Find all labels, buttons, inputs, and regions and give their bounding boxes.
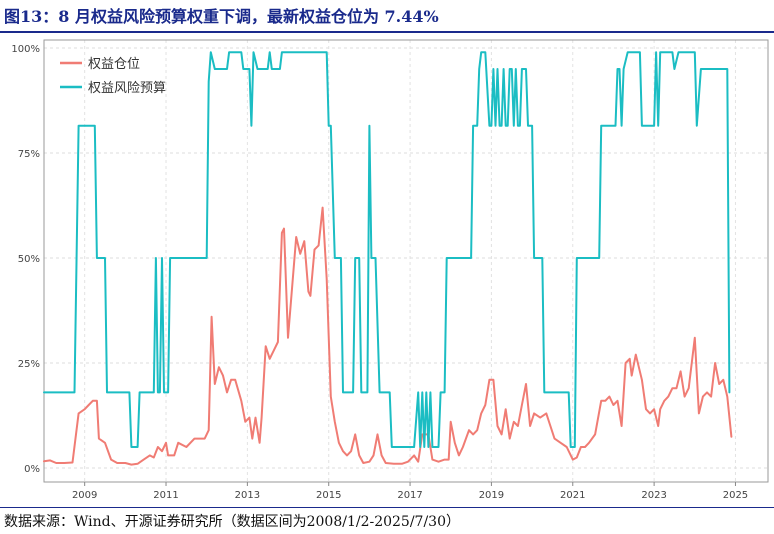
axis-layer: 0% 25% 50% 75% 100% 2009 2011 2013 2015 2017 2019 2…: [11, 39, 769, 501]
x-tick-label: 2019: [479, 490, 504, 501]
plot-frame: [43, 39, 769, 483]
x-tick-label: 2017: [397, 490, 422, 501]
series-layer: [43, 51, 733, 466]
series-line-equity-position: [43, 206, 733, 466]
x-tick-label: 2013: [235, 490, 260, 501]
y-tick-label: 0%: [24, 464, 40, 475]
title-rule: [0, 31, 774, 33]
y-tick-label: 25%: [18, 359, 40, 370]
x-tick-label: 2015: [316, 490, 341, 501]
x-tick-label: 2023: [641, 490, 666, 501]
x-tick-label: 2025: [723, 490, 748, 501]
y-tick-label: 50%: [18, 254, 40, 265]
series-line-risk-budget: [43, 51, 731, 448]
legend-label: 权益仓位: [88, 56, 140, 72]
x-tick-label: 2021: [560, 490, 585, 501]
x-tick-label: 2009: [72, 490, 97, 501]
y-tick-label: 100%: [11, 44, 40, 55]
source-rule: [0, 507, 774, 508]
y-tick-label: 75%: [18, 149, 40, 160]
legend-label: 权益风险预算: [88, 80, 166, 96]
x-tick-label: 2011: [153, 490, 178, 501]
source-note: 数据来源：Wind、开源证券研究所（数据区间为2008/1/2-2025/7/3…: [4, 514, 460, 530]
figure-title: 图13：8 月权益风险预算权重下调，最新权益仓位为 7.44%: [4, 7, 439, 26]
